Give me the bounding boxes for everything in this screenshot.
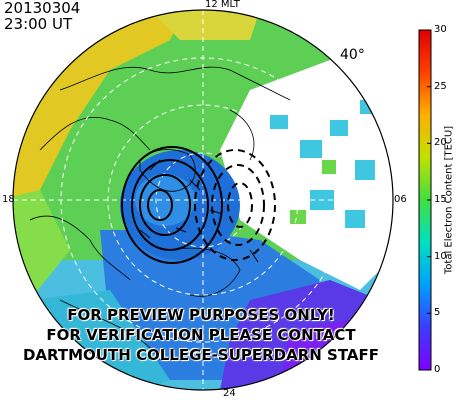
convection-contours <box>121 146 223 264</box>
mlt-label-midnight: 24 <box>223 388 236 399</box>
map-border <box>12 9 394 391</box>
colorbar-tick-label: 20 <box>434 137 447 149</box>
date-label: 20130304 <box>4 0 81 17</box>
colorbar-tick-label: 30 <box>434 24 447 35</box>
colorbar-tick-label: 0 <box>434 364 441 375</box>
latitude-grid <box>13 10 393 390</box>
watermark-line-1: FOR PREVIEW PURPOSES ONLY! <box>67 306 335 324</box>
mlt-label-noon: 12 MLT <box>205 0 240 10</box>
dayside-yellow-region-2 <box>150 10 260 40</box>
colorbar-tick-label: 10 <box>434 250 447 262</box>
velocity-vectors <box>139 159 259 263</box>
colorbar-tick-label: 5 <box>434 307 441 319</box>
no-data-region <box>220 60 393 290</box>
latitude-label: 40° <box>340 47 365 63</box>
colorbar-tick-label: 25 <box>434 80 447 92</box>
mlt-label-dusk: 18 <box>2 194 15 205</box>
colorbar-ticks <box>427 29 431 371</box>
colorbar-tick-label: 15 <box>434 194 447 205</box>
coastlines <box>29 66 291 361</box>
watermark-line-3: DARTMOUTH COLLEGE-SUPERDARN STAFF <box>22 346 380 364</box>
colorbar <box>418 29 432 371</box>
mlt-label-dawn: 06 <box>394 194 407 205</box>
dawn-patches <box>270 100 375 228</box>
time-label: 23:00 UT <box>4 15 73 33</box>
dawn-patches-green <box>290 160 336 224</box>
dashed-convection-contours <box>194 149 276 261</box>
watermark-line-2: FOR VERIFICATION PLEASE CONTACT <box>46 326 356 344</box>
